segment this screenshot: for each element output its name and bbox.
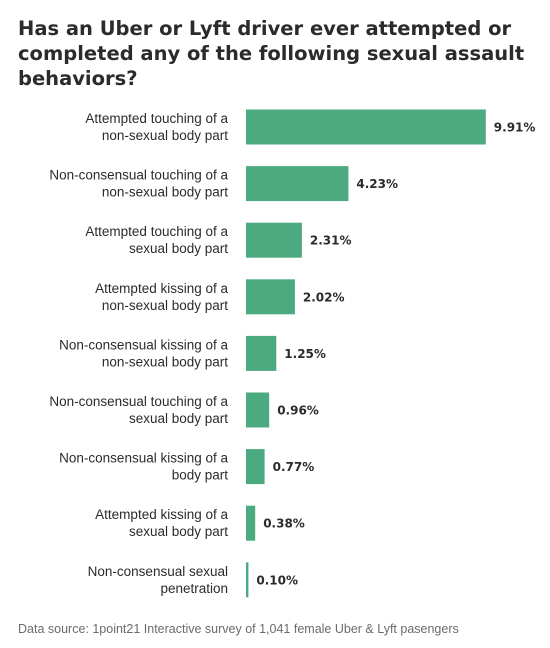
bar-4	[246, 279, 295, 315]
category-label-9: Non-consensual sexual penetration	[88, 564, 228, 596]
category-label-8: Attempted kissing of a sexual body part	[95, 507, 228, 539]
category-label-6: Non-consensual touching of a sexual body …	[49, 394, 228, 426]
data-source-note: Data source: 1point21 Interactive survey…	[18, 622, 459, 636]
value-label-2: 4.23%	[356, 177, 398, 191]
value-label-5: 1.25%	[284, 347, 326, 361]
bar-5	[246, 335, 277, 371]
value-label-6: 0.96%	[277, 404, 319, 418]
value-label-9: 0.10%	[256, 573, 298, 587]
bars-group: 9.91% Attempted touching of a non-sexual b…	[49, 109, 536, 598]
value-label-4: 2.02%	[303, 290, 345, 304]
category-label-5: Non-consensual kissing of a non-sexual bo…	[59, 337, 228, 369]
category-label-2: Non-consensual touching of a non-sexual b…	[49, 168, 228, 200]
category-label-7: Non-consensual kissing of a body part	[59, 451, 228, 483]
value-label-7: 0.77%	[273, 460, 315, 474]
bar-9	[246, 562, 249, 598]
bar-6	[246, 392, 270, 428]
value-label-8: 0.38%	[263, 517, 305, 531]
bar-1	[246, 109, 486, 145]
category-label-3: Attempted touching of a sexual body part	[85, 224, 228, 256]
value-label-1: 9.91%	[494, 121, 536, 135]
bar-3	[246, 222, 302, 258]
value-label-3: 2.31%	[310, 234, 352, 248]
category-label-4: Attempted kissing of a non-sexual body pa…	[95, 281, 228, 313]
bar-7	[246, 449, 265, 485]
chart-title: Has an Uber or Lyft driver ever attempte…	[18, 17, 525, 90]
bar-2	[246, 166, 349, 202]
category-label-1: Attempted touching of a non-sexual body p…	[85, 111, 228, 143]
bar-8	[246, 505, 256, 541]
